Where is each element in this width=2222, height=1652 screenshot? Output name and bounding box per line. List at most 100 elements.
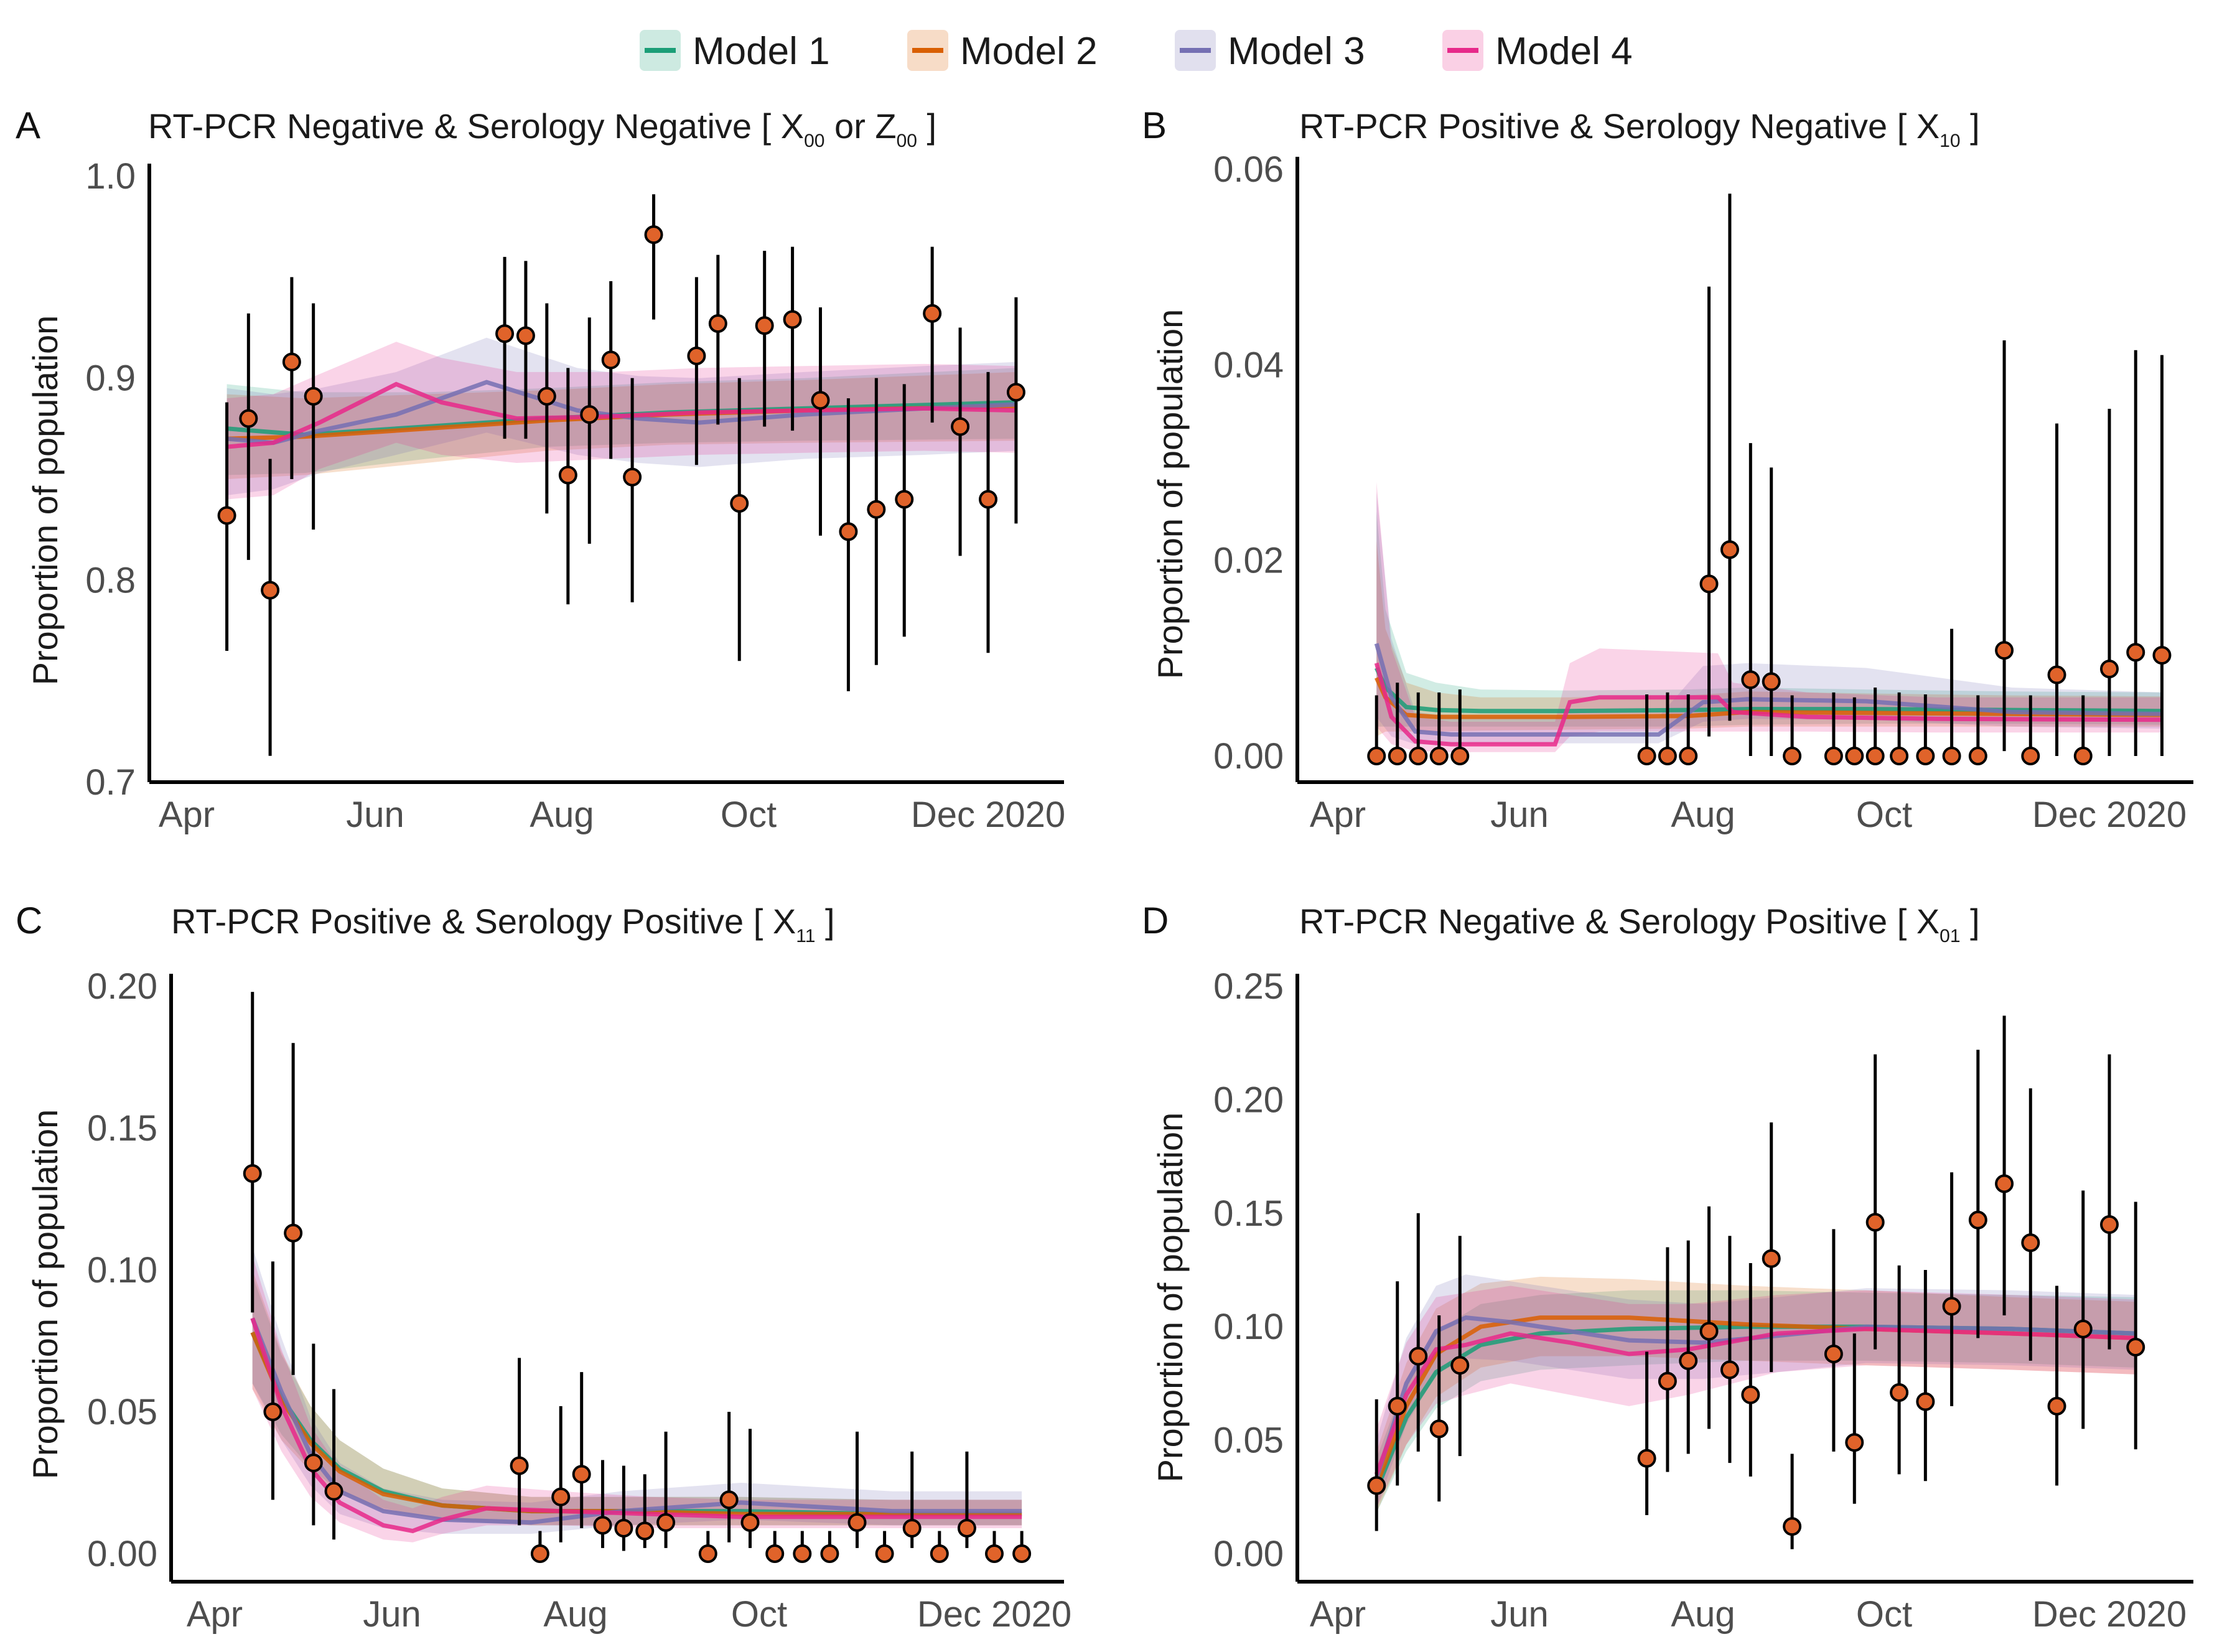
data-point — [2047, 1396, 2066, 1416]
y-tick-label: 0.06 — [1213, 149, 1284, 190]
y-tick-label: 0.05 — [87, 1392, 157, 1432]
data-point — [1741, 670, 1760, 689]
legend-label: Model 3 — [1228, 30, 1365, 73]
x-tick-label: Jun — [346, 795, 404, 835]
data-point — [1388, 747, 1407, 765]
data-point — [687, 346, 706, 365]
series-line-model-3 — [1374, 1315, 2136, 1480]
data-point — [2152, 646, 2172, 665]
data-point — [1658, 1371, 1677, 1391]
data-point — [902, 1518, 922, 1538]
ci-band-model-4 — [226, 342, 1016, 500]
y-tick-label: 0.7 — [85, 762, 136, 803]
series-line-model-4 — [1374, 1327, 2136, 1475]
data-point — [783, 310, 802, 329]
series-line-model-3 — [1374, 643, 2162, 737]
data-point — [1388, 1396, 1407, 1416]
panel-letter-b: B — [1142, 105, 1167, 146]
data-point — [740, 1513, 760, 1532]
x-tick-label: Oct — [1856, 795, 1912, 835]
data-point — [755, 316, 774, 335]
data-point — [793, 1544, 812, 1563]
series-line-model-4 — [1374, 662, 2162, 747]
data-point — [730, 493, 749, 513]
x-tick-label: Apr — [187, 1594, 243, 1635]
data-point — [1942, 1297, 1961, 1316]
data-point — [324, 1482, 343, 1501]
data-point — [875, 1544, 894, 1563]
x-tick-label: Aug — [543, 1594, 607, 1635]
data-point — [601, 350, 620, 370]
data-point — [951, 417, 970, 436]
data-point — [2100, 1215, 2119, 1234]
data-point — [1845, 1433, 1864, 1452]
data-point — [580, 405, 599, 424]
ci-band-model-3 — [252, 1247, 1022, 1534]
panel-d: D RT-PCR Negative & Serology Positive [ … — [1142, 900, 2193, 1635]
data-point — [895, 490, 914, 509]
data-point — [516, 326, 535, 345]
data-point — [2073, 1319, 2093, 1338]
data-point — [1824, 747, 1843, 765]
data-point — [1367, 1476, 1386, 1495]
y-tick-label: 0.20 — [1213, 1080, 1284, 1120]
data-point — [811, 391, 830, 410]
panel-letter-d: D — [1142, 900, 1169, 941]
y-tick-label: 0.25 — [1213, 966, 1284, 1007]
data-point — [1762, 672, 1781, 691]
data-point — [1367, 747, 1386, 765]
data-point — [2126, 1338, 2145, 1357]
y-axis-title-b: Proportion of population — [1151, 309, 1190, 679]
data-point — [1699, 1322, 1719, 1341]
data-point — [1409, 1346, 1428, 1366]
y-tick-label: 0.00 — [1213, 736, 1284, 777]
data-point — [644, 225, 663, 245]
plot-area-d: 0.00 0.05 0.10 0.15 0.20 0.25 Apr Jun Aug Oct Dec … — [1213, 966, 2193, 1635]
legend-item-model-3: Model 3 — [1175, 30, 1365, 73]
data-point — [282, 352, 301, 371]
data-point — [719, 1490, 739, 1510]
data-point — [1450, 1356, 1470, 1375]
data-point — [1741, 1385, 1760, 1404]
panel-letter-a: A — [16, 105, 40, 146]
panel-a: A RT-PCR Negative & Serology Negative [ … — [16, 105, 1065, 835]
data-point — [867, 500, 886, 519]
x-tick-label: Oct — [731, 1594, 787, 1635]
y-axis-title-d: Proportion of population — [1151, 1113, 1190, 1483]
legend-item-model-4: Model 4 — [1442, 30, 1633, 73]
data-point — [839, 522, 858, 541]
legend-label: Model 4 — [1495, 30, 1633, 73]
y-tick-label: 0.02 — [1213, 541, 1284, 581]
data-point — [708, 314, 727, 334]
data-point — [495, 324, 515, 343]
data-point — [1783, 747, 1802, 765]
x-tick-label: Jun — [1490, 795, 1549, 835]
data-point — [243, 1164, 262, 1183]
data-point — [551, 1487, 571, 1506]
data-point — [1006, 383, 1025, 402]
data-point — [656, 1513, 676, 1532]
ci-band-model-1 — [252, 1276, 1022, 1526]
data-point — [2073, 747, 2093, 765]
y-tick-label: 0.8 — [85, 560, 136, 600]
data-point — [614, 1518, 633, 1538]
data-point — [1679, 747, 1698, 765]
data-point — [1699, 574, 1719, 594]
y-tick-label: 0.10 — [87, 1250, 157, 1290]
data-point — [1916, 1392, 1935, 1411]
data-point — [1968, 747, 1987, 765]
ci-band-model-1 — [1376, 1290, 2136, 1513]
data-point — [261, 581, 280, 600]
data-point — [2126, 643, 2145, 662]
data-point — [572, 1465, 591, 1484]
data-point — [1890, 1383, 1909, 1402]
panel-b: B RT-PCR Positive & Serology Negative [ … — [1142, 105, 2193, 835]
data-point — [1409, 747, 1428, 765]
x-tick-label: Aug — [530, 795, 594, 835]
x-tick-label: Apr — [1310, 795, 1366, 835]
panel-letter-c: C — [16, 900, 42, 941]
series-line-model-1 — [1375, 667, 2162, 714]
data-point — [1429, 747, 1449, 765]
y-tick-label: 0.10 — [1213, 1307, 1284, 1347]
